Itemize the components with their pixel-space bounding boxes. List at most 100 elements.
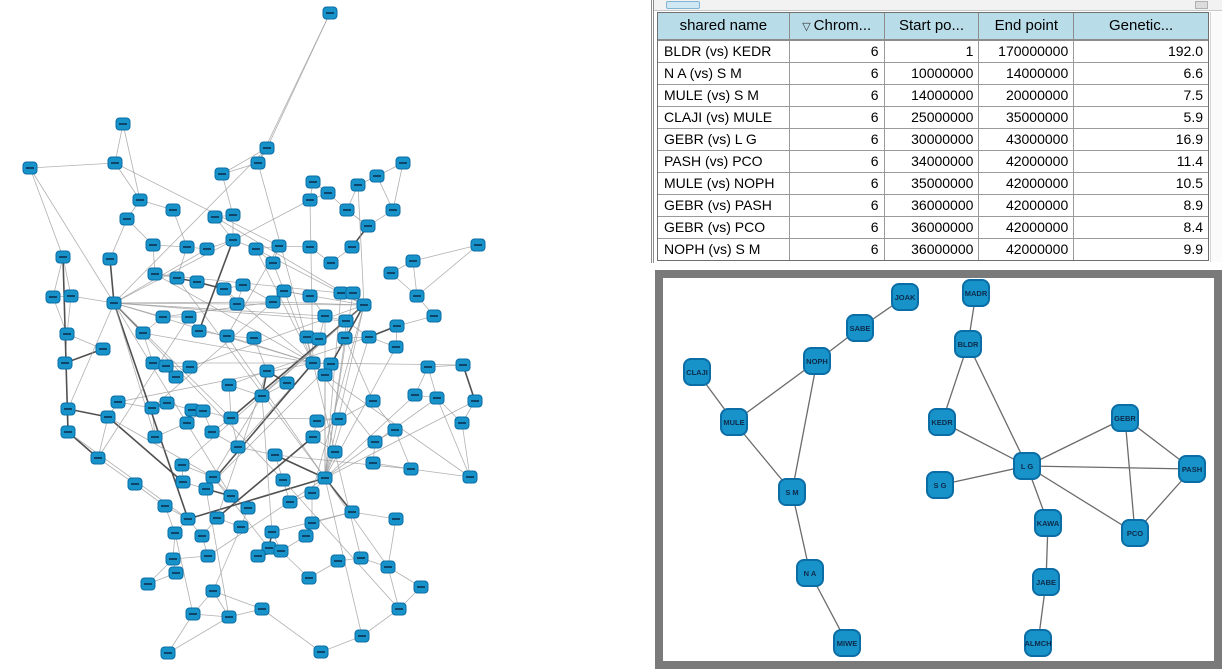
node-label (474, 244, 482, 246)
column-header-chrom[interactable]: ▽ Chrom... (789, 13, 885, 39)
node-label (277, 550, 285, 552)
node-label (371, 441, 379, 443)
cell-shared-name: MULE (vs) NOPH (658, 173, 790, 194)
network-edge-l-g-pash (1026, 465, 1193, 470)
node-label (186, 366, 194, 368)
network-node-claji[interactable]: CLAJI (683, 358, 711, 386)
node-label (208, 431, 216, 433)
node-label (280, 290, 288, 292)
network-node-s-m[interactable]: S M (778, 478, 806, 506)
edge-table-panel: shared name ▽ Chrom... Start po... End point… (651, 0, 1222, 263)
network-node-madr[interactable]: MADR (962, 279, 990, 307)
network-node-almch[interactable]: ALMCH (1024, 629, 1052, 657)
table-row[interactable]: BLDR (vs) KEDR 6 1 170000000 192.0 (658, 41, 1208, 63)
network-node-miwe[interactable]: MIWE (833, 629, 861, 657)
network-node-gebr[interactable]: GEBR (1111, 404, 1139, 432)
table-row[interactable]: GEBR (vs) L G 6 30000000 43000000 16.9 (658, 129, 1208, 151)
scrollbar-thumb-icon[interactable] (666, 1, 700, 9)
network-node-pco[interactable]: PCO (1121, 519, 1149, 547)
large-network-canvas[interactable] (0, 0, 650, 669)
node-label (164, 652, 172, 654)
node-label (342, 320, 350, 322)
table-row[interactable]: CLAJI (vs) MULE 6 25000000 35000000 5.9 (658, 107, 1208, 129)
node-label (313, 420, 321, 422)
table-vertical-scrollbar[interactable] (1210, 12, 1222, 262)
scrollbar-corner-icon (1195, 1, 1208, 9)
node-label (369, 462, 377, 464)
cell-end-point: 20000000 (979, 85, 1075, 106)
node-label (204, 555, 212, 557)
cell-shared-name: GEBR (vs) L G (658, 129, 790, 150)
node-label (179, 481, 187, 483)
node-label (466, 476, 474, 478)
node-label (265, 547, 273, 549)
table-row[interactable]: MULE (vs) NOPH 6 35000000 42000000 10.5 (658, 173, 1208, 195)
node-label (395, 608, 403, 610)
cell-genetic: 8.9 (1183, 197, 1203, 213)
node-label (348, 246, 356, 248)
node-label (149, 244, 157, 246)
table-horizontal-scrollbar[interactable] (654, 0, 1222, 11)
node-label (213, 517, 221, 519)
node-label (223, 335, 231, 337)
node-label (114, 401, 122, 403)
table-row[interactable]: MULE (vs) S M 6 14000000 20000000 7.5 (658, 85, 1208, 107)
cell-chrom: 6 (790, 129, 885, 150)
node-label (199, 410, 207, 412)
node-label (258, 608, 266, 610)
network-node-l-g[interactable]: L G (1013, 452, 1041, 480)
node-label (149, 362, 157, 364)
node-label (173, 277, 181, 279)
network-node-sabe[interactable]: SABE (846, 314, 874, 342)
node-label (364, 225, 372, 227)
column-header-genetic[interactable]: Genetic... (1074, 13, 1208, 39)
table-row[interactable]: GEBR (vs) PASH 6 36000000 42000000 8.9 (658, 195, 1208, 217)
network-node-s-g[interactable]: S G (926, 471, 954, 499)
large-network-nodes[interactable] (22, 6, 486, 660)
cell-shared-name: BLDR (vs) KEDR (658, 41, 790, 62)
node-label (417, 586, 425, 588)
network-node-jabe[interactable]: JABE (1032, 568, 1060, 596)
cell-genetic: 9.9 (1183, 241, 1203, 257)
small-network-canvas[interactable]: JOAK MADR SABE BLDR NOPH CLAJI KEDR GEBR MULE L G… (663, 278, 1214, 661)
table-row[interactable]: N A (vs) S M 6 10000000 14000000 6.6 (658, 63, 1208, 85)
node-label (229, 214, 237, 216)
network-edge-l-g-s-g (939, 465, 1028, 486)
large-network-panel[interactable] (0, 0, 650, 669)
node-label (308, 522, 316, 524)
network-node-kawa[interactable]: KAWA (1034, 509, 1062, 537)
network-node-n-a[interactable]: N A (796, 559, 824, 587)
cell-shared-name: NOPH (vs) S M (658, 239, 790, 260)
node-label (324, 192, 332, 194)
node-label (309, 362, 317, 364)
network-node-kedr[interactable]: KEDR (928, 408, 956, 436)
table-row[interactable]: GEBR (vs) PCO 6 36000000 42000000 8.4 (658, 217, 1208, 239)
table-row[interactable]: PASH (vs) PCO 6 34000000 42000000 11.4 (658, 151, 1208, 173)
column-header-end-point[interactable]: End point (979, 13, 1075, 39)
column-header-shared-name[interactable]: shared name (658, 13, 790, 39)
column-header-start-po[interactable]: Start po... (884, 13, 980, 39)
network-node-mule[interactable]: MULE (720, 408, 748, 436)
node-label (193, 281, 201, 283)
node-label (269, 262, 277, 264)
sort-filter-icon[interactable]: ▽ (802, 21, 811, 33)
node-label (254, 162, 262, 164)
network-node-pash[interactable]: PASH (1178, 455, 1206, 483)
network-node-noph[interactable]: NOPH (803, 347, 831, 375)
table-row[interactable]: NOPH (vs) S M 6 36000000 42000000 9.9 (658, 239, 1208, 260)
node-label (131, 483, 139, 485)
node-label (433, 397, 441, 399)
network-node-joak[interactable]: JOAK (891, 283, 919, 311)
node-label (202, 488, 210, 490)
cell-start-po: 36000000 (885, 217, 980, 238)
cell-genetic: 5.9 (1183, 109, 1203, 125)
node-label (268, 531, 276, 533)
network-node-bldr[interactable]: BLDR (954, 330, 982, 358)
node-label (159, 316, 167, 318)
node-label (424, 366, 432, 368)
node-label (413, 295, 421, 297)
node-label (49, 296, 57, 298)
node-label (358, 635, 366, 637)
node-label (254, 555, 262, 557)
